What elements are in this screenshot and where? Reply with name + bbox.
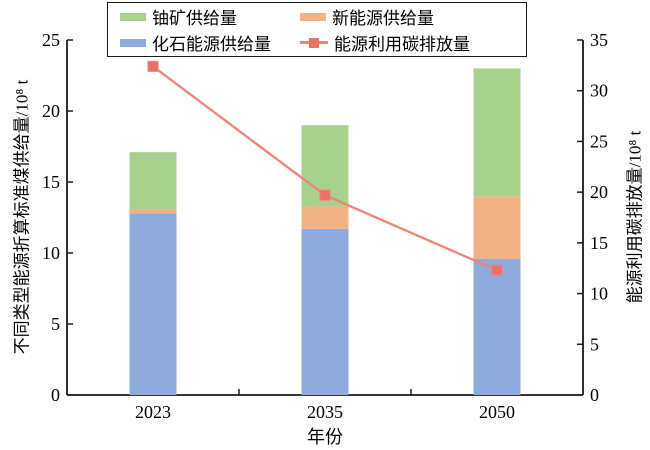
line-marker [319, 189, 331, 201]
bar-segment [129, 213, 177, 395]
left-tick-label: 15 [42, 172, 60, 192]
bar-segment [129, 208, 177, 214]
x-tick-label: 2023 [135, 402, 171, 422]
left-tick-label: 5 [51, 314, 60, 334]
legend-swatch [120, 38, 146, 47]
right-axis-title: 能源利用碳排放量/10⁸ t [625, 130, 645, 304]
right-tick-label: 0 [590, 385, 599, 405]
line-marker [147, 60, 159, 72]
x-tick-label: 2050 [479, 402, 515, 422]
left-tick-label: 10 [42, 243, 60, 263]
legend-line-marker-icon [300, 37, 328, 48]
right-tick-label: 15 [590, 233, 608, 253]
right-tick-label: 10 [590, 284, 608, 304]
bar-segment [473, 68, 521, 197]
left-tick-label: 25 [42, 30, 60, 50]
right-tick-label: 20 [590, 182, 608, 202]
legend-item: 新能源供给量 [300, 4, 526, 29]
legend-swatch [300, 12, 326, 21]
right-tick-label: 5 [590, 334, 599, 354]
x-tick-label: 2035 [307, 402, 343, 422]
chart-legend: 铀矿供给量 新能源供给量化石能源供给量 能源利用碳排放量 [107, 2, 527, 57]
bar-segment [129, 152, 177, 209]
legend-item: 化石能源供给量 [120, 30, 300, 55]
legend-label: 化石能源供给量 [152, 35, 271, 54]
bar-segment [473, 258, 521, 395]
left-tick-label: 20 [42, 101, 60, 121]
left-tick-label: 0 [51, 385, 60, 405]
left-axis-title: 不同类型能源折算标准煤供给量/10⁸ t [12, 79, 32, 355]
right-tick-label: 30 [590, 81, 608, 101]
x-axis-title: 年份 [307, 427, 343, 447]
right-tick-label: 25 [590, 131, 608, 151]
bar-segment [473, 196, 521, 259]
bar-segment [301, 206, 349, 229]
legend-label: 铀矿供给量 [152, 9, 237, 28]
bar-segment [301, 228, 349, 395]
legend-swatch [120, 12, 146, 21]
legend-item: 能源利用碳排放量 [300, 30, 526, 55]
legend-item: 铀矿供给量 [120, 4, 300, 29]
legend-label: 能源利用碳排放量 [334, 35, 470, 54]
line-marker [491, 264, 503, 276]
right-tick-label: 35 [590, 30, 608, 50]
legend-label: 新能源供给量 [332, 9, 434, 28]
